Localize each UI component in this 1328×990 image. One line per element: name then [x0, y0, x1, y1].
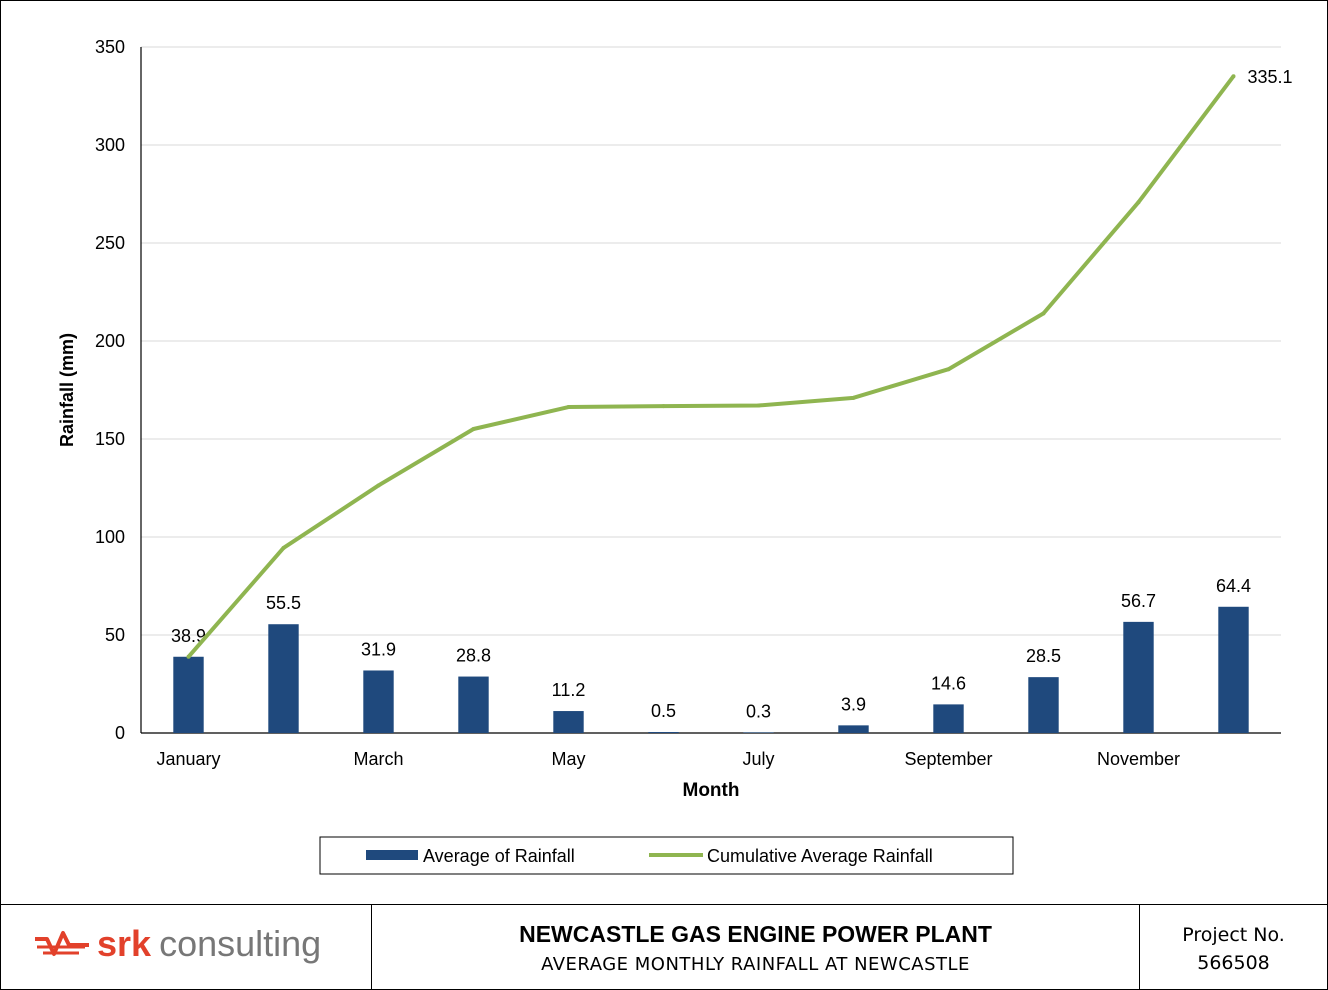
project-number: 566508 — [1197, 952, 1270, 974]
logo-cell: srk consulting — [1, 905, 372, 990]
y-tick-label: 50 — [105, 625, 125, 645]
x-tick-label: September — [904, 749, 992, 769]
line-point-july — [756, 403, 761, 408]
srk-wave-logo-icon — [35, 931, 89, 956]
project-title: NEWCASTLE GAS ENGINE POWER PLANT — [519, 921, 992, 947]
y-tick-label: 350 — [95, 37, 125, 57]
bar-november — [1123, 621, 1154, 733]
bar-data-label: 38.9 — [171, 626, 206, 646]
y-tick-label: 250 — [95, 233, 125, 253]
bar-may — [553, 711, 584, 733]
y-tick-label: 200 — [95, 331, 125, 351]
gridlines — [140, 46, 1281, 734]
bar-april — [458, 676, 489, 733]
line-point-october — [1041, 311, 1046, 316]
bar-data-label: 28.5 — [1026, 646, 1061, 666]
x-axis-label: Month — [683, 780, 740, 801]
x-tick-label: July — [742, 749, 774, 769]
project-cell: Project No. 566508 — [1140, 905, 1327, 990]
line-point-september — [946, 367, 951, 372]
line-point-november — [1136, 200, 1141, 205]
bar-data-label: 64.4 — [1216, 576, 1251, 596]
x-tick-label: March — [353, 749, 403, 769]
x-tick-label: May — [551, 749, 585, 769]
y-tick-label: 150 — [95, 429, 125, 449]
title-block: srk consulting NEWCASTLE GAS ENGINE POWE… — [1, 904, 1327, 990]
bar-data-labels: 38.9 55.5 31.9 28.8 11.2 0.5 0.3 3.9 14.6 28.5 56.… — [171, 576, 1251, 722]
bar-december — [1218, 606, 1249, 733]
bar-data-label: 3.9 — [841, 694, 866, 714]
x-tick-label: January — [156, 749, 220, 769]
y-axis-label: Rainfall (mm) — [57, 333, 77, 447]
line-point-march — [376, 483, 381, 488]
legend-bar-label: Average of Rainfall — [423, 846, 575, 866]
bar-february — [268, 624, 299, 733]
bar-march — [363, 670, 394, 733]
line-point-june — [661, 404, 666, 409]
title-cell: NEWCASTLE GAS ENGINE POWER PLANT AVERAGE… — [372, 905, 1140, 990]
bar-data-label: 55.5 — [266, 593, 301, 613]
company-logo: srk consulting — [33, 923, 321, 965]
line-point-may — [566, 405, 571, 410]
x-tick-labels: January March May July September November — [156, 749, 1180, 769]
legend-bar-swatch — [366, 850, 418, 860]
y-tick-label: 0 — [115, 723, 125, 743]
project-number-label: Project No. — [1182, 924, 1285, 946]
line-point-january — [186, 654, 191, 659]
bar-june — [648, 732, 679, 733]
bar-data-label: 14.6 — [931, 673, 966, 693]
bar-september — [933, 704, 964, 733]
cumulative-line — [186, 75, 1236, 659]
logo-consulting-text: consulting — [159, 923, 322, 964]
bar-series — [173, 606, 1249, 733]
bar-january — [173, 656, 204, 733]
bar-data-label: 56.7 — [1121, 591, 1156, 611]
bar-data-label: 0.5 — [651, 701, 676, 721]
figure-subtitle: AVERAGE MONTHLY RAINFALL AT NEWCASTLE — [541, 954, 970, 975]
rainfall-chart: 0 50 100 150 200 250 300 350 38.9 55.5 31.9 28.8 11… — [57, 37, 1293, 875]
bar-october — [1028, 677, 1059, 733]
bar-data-label: 28.8 — [456, 646, 491, 666]
y-tick-label: 100 — [95, 527, 125, 547]
legend: Average of Rainfall Cumulative Average R… — [319, 836, 1014, 875]
line-point-december — [1231, 74, 1236, 79]
line-series: 335.1 — [186, 67, 1293, 659]
x-tick-label: November — [1097, 749, 1180, 769]
line-point-april — [471, 427, 476, 432]
y-tick-label: 300 — [95, 135, 125, 155]
legend-line-label: Cumulative Average Rainfall — [707, 846, 933, 866]
bar-august — [838, 725, 869, 733]
bar-data-label: 11.2 — [552, 680, 586, 700]
line-point-february — [281, 545, 286, 550]
logo-srk-text: srk — [97, 923, 152, 964]
line-end-label: 335.1 — [1248, 67, 1293, 87]
bar-data-label: 0.3 — [746, 701, 771, 721]
line-point-august — [851, 395, 856, 400]
bar-july — [743, 732, 774, 733]
y-tick-labels: 0 50 100 150 200 250 300 350 — [95, 37, 125, 743]
bar-data-label: 31.9 — [361, 639, 396, 659]
